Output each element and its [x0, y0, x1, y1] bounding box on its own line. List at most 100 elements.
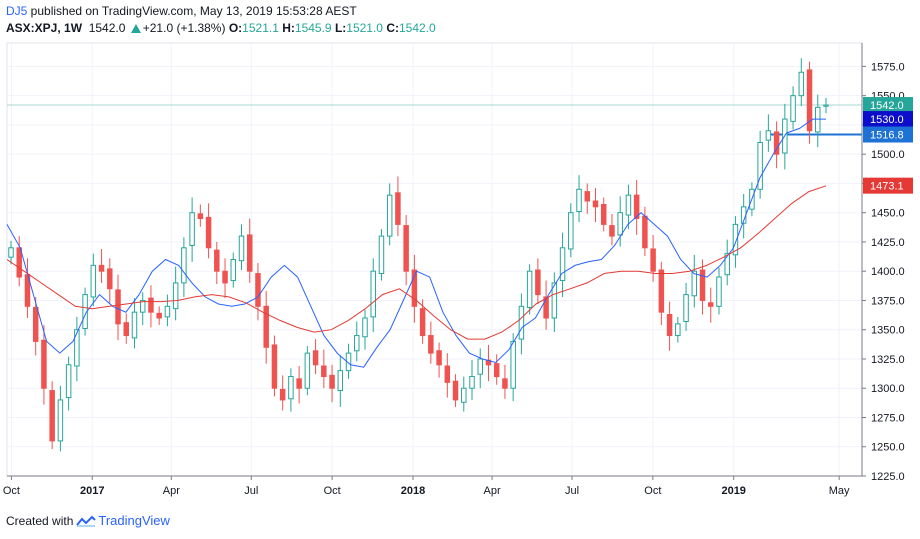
price-tag-fast: 1530.0	[863, 111, 913, 128]
candle	[271, 335, 278, 397]
candle	[568, 203, 574, 258]
candle-body	[716, 276, 722, 307]
candle	[716, 267, 722, 315]
candle	[428, 321, 434, 364]
candle	[288, 368, 294, 412]
candle	[395, 176, 401, 237]
candle	[617, 196, 623, 247]
x-tick-label: Jul	[565, 485, 579, 497]
candle-body	[271, 344, 278, 389]
candle-body	[543, 296, 549, 319]
tradingview-logo-icon	[76, 515, 97, 527]
candle	[708, 287, 714, 323]
price-tag-box	[863, 97, 913, 114]
price-tag-box	[863, 126, 913, 143]
candle-body	[436, 350, 442, 366]
candle-body	[65, 364, 72, 399]
candle	[576, 175, 582, 223]
candle	[650, 234, 656, 282]
candle	[98, 248, 105, 283]
candle	[115, 274, 121, 341]
candle	[172, 266, 179, 321]
candle	[559, 232, 566, 297]
candle-body	[559, 247, 566, 282]
candle	[246, 218, 253, 283]
candle	[535, 258, 541, 304]
candle	[354, 321, 360, 362]
candle-body	[395, 192, 401, 225]
created-with-text: Created with	[6, 514, 74, 528]
candle-body	[403, 225, 409, 272]
candle-body	[32, 306, 39, 342]
tradingview-brand[interactable]: TradingView	[98, 513, 170, 528]
candle-body	[469, 376, 475, 389]
candle	[510, 333, 516, 402]
candle-body	[617, 212, 623, 236]
x-tick-label: May	[829, 485, 850, 497]
candle	[815, 94, 821, 148]
candle-body	[131, 311, 138, 339]
candle-body	[107, 268, 113, 290]
candle	[691, 254, 698, 308]
candle-body	[312, 350, 319, 366]
candle	[123, 313, 129, 344]
author-name[interactable]: DJ5	[6, 4, 28, 18]
candle-body	[823, 104, 829, 107]
candle-body	[49, 390, 55, 442]
candle-body	[279, 388, 286, 401]
candle	[214, 241, 220, 285]
candle	[592, 188, 599, 223]
candle-body	[576, 188, 582, 213]
candle	[329, 364, 335, 403]
candle	[230, 252, 237, 288]
candle-body	[625, 194, 632, 216]
candle-body	[518, 305, 525, 340]
price-tags: 1542.0 1530.0 1516.8 1473.1	[863, 97, 913, 194]
candle-body	[691, 270, 698, 297]
candle	[164, 294, 171, 327]
candle	[337, 355, 344, 407]
candle	[32, 296, 39, 356]
candle	[773, 121, 780, 169]
candle	[222, 258, 228, 299]
x-tick-label: 2017	[80, 485, 104, 497]
candle	[724, 239, 730, 286]
candle-body	[666, 314, 673, 337]
candle	[74, 316, 80, 382]
price-tag-box	[863, 111, 913, 128]
candle-body	[296, 378, 302, 389]
y-tick-label: 1500.0	[871, 149, 905, 161]
candle-body	[362, 317, 368, 338]
open-value: 1521.1	[242, 21, 279, 35]
candle-body	[724, 253, 730, 276]
symbol-label: ASX:XPJ, 1W	[6, 21, 83, 35]
candle-body	[205, 216, 212, 249]
candle	[139, 292, 146, 326]
high-label: H:	[282, 21, 295, 35]
candle	[90, 253, 97, 307]
candle-body	[222, 270, 228, 284]
candle-body	[675, 323, 681, 337]
candle	[444, 353, 451, 398]
time-axis: Oct 2017 Apr Jul Oct 2018 Apr Jul Oct 2019 May	[3, 475, 862, 497]
price-tag-level: 1516.8	[863, 126, 913, 143]
price-tag-label: 1530.0	[870, 114, 904, 126]
candle-body	[773, 131, 780, 155]
candle-body	[551, 282, 558, 319]
candle	[600, 197, 607, 232]
candle-body	[757, 141, 763, 190]
candle	[16, 236, 22, 287]
candle-body	[230, 259, 237, 282]
candle	[658, 261, 665, 326]
candle	[699, 259, 706, 315]
x-tick-label: Apr	[483, 485, 500, 497]
slow-ma-line	[6, 185, 827, 340]
candle	[782, 103, 788, 170]
candle-body	[526, 270, 533, 308]
candle	[477, 348, 483, 389]
price-tag-label: 1516.8	[870, 130, 904, 142]
candle	[8, 240, 14, 265]
candle-body	[798, 71, 805, 97]
candle-body	[493, 363, 500, 378]
